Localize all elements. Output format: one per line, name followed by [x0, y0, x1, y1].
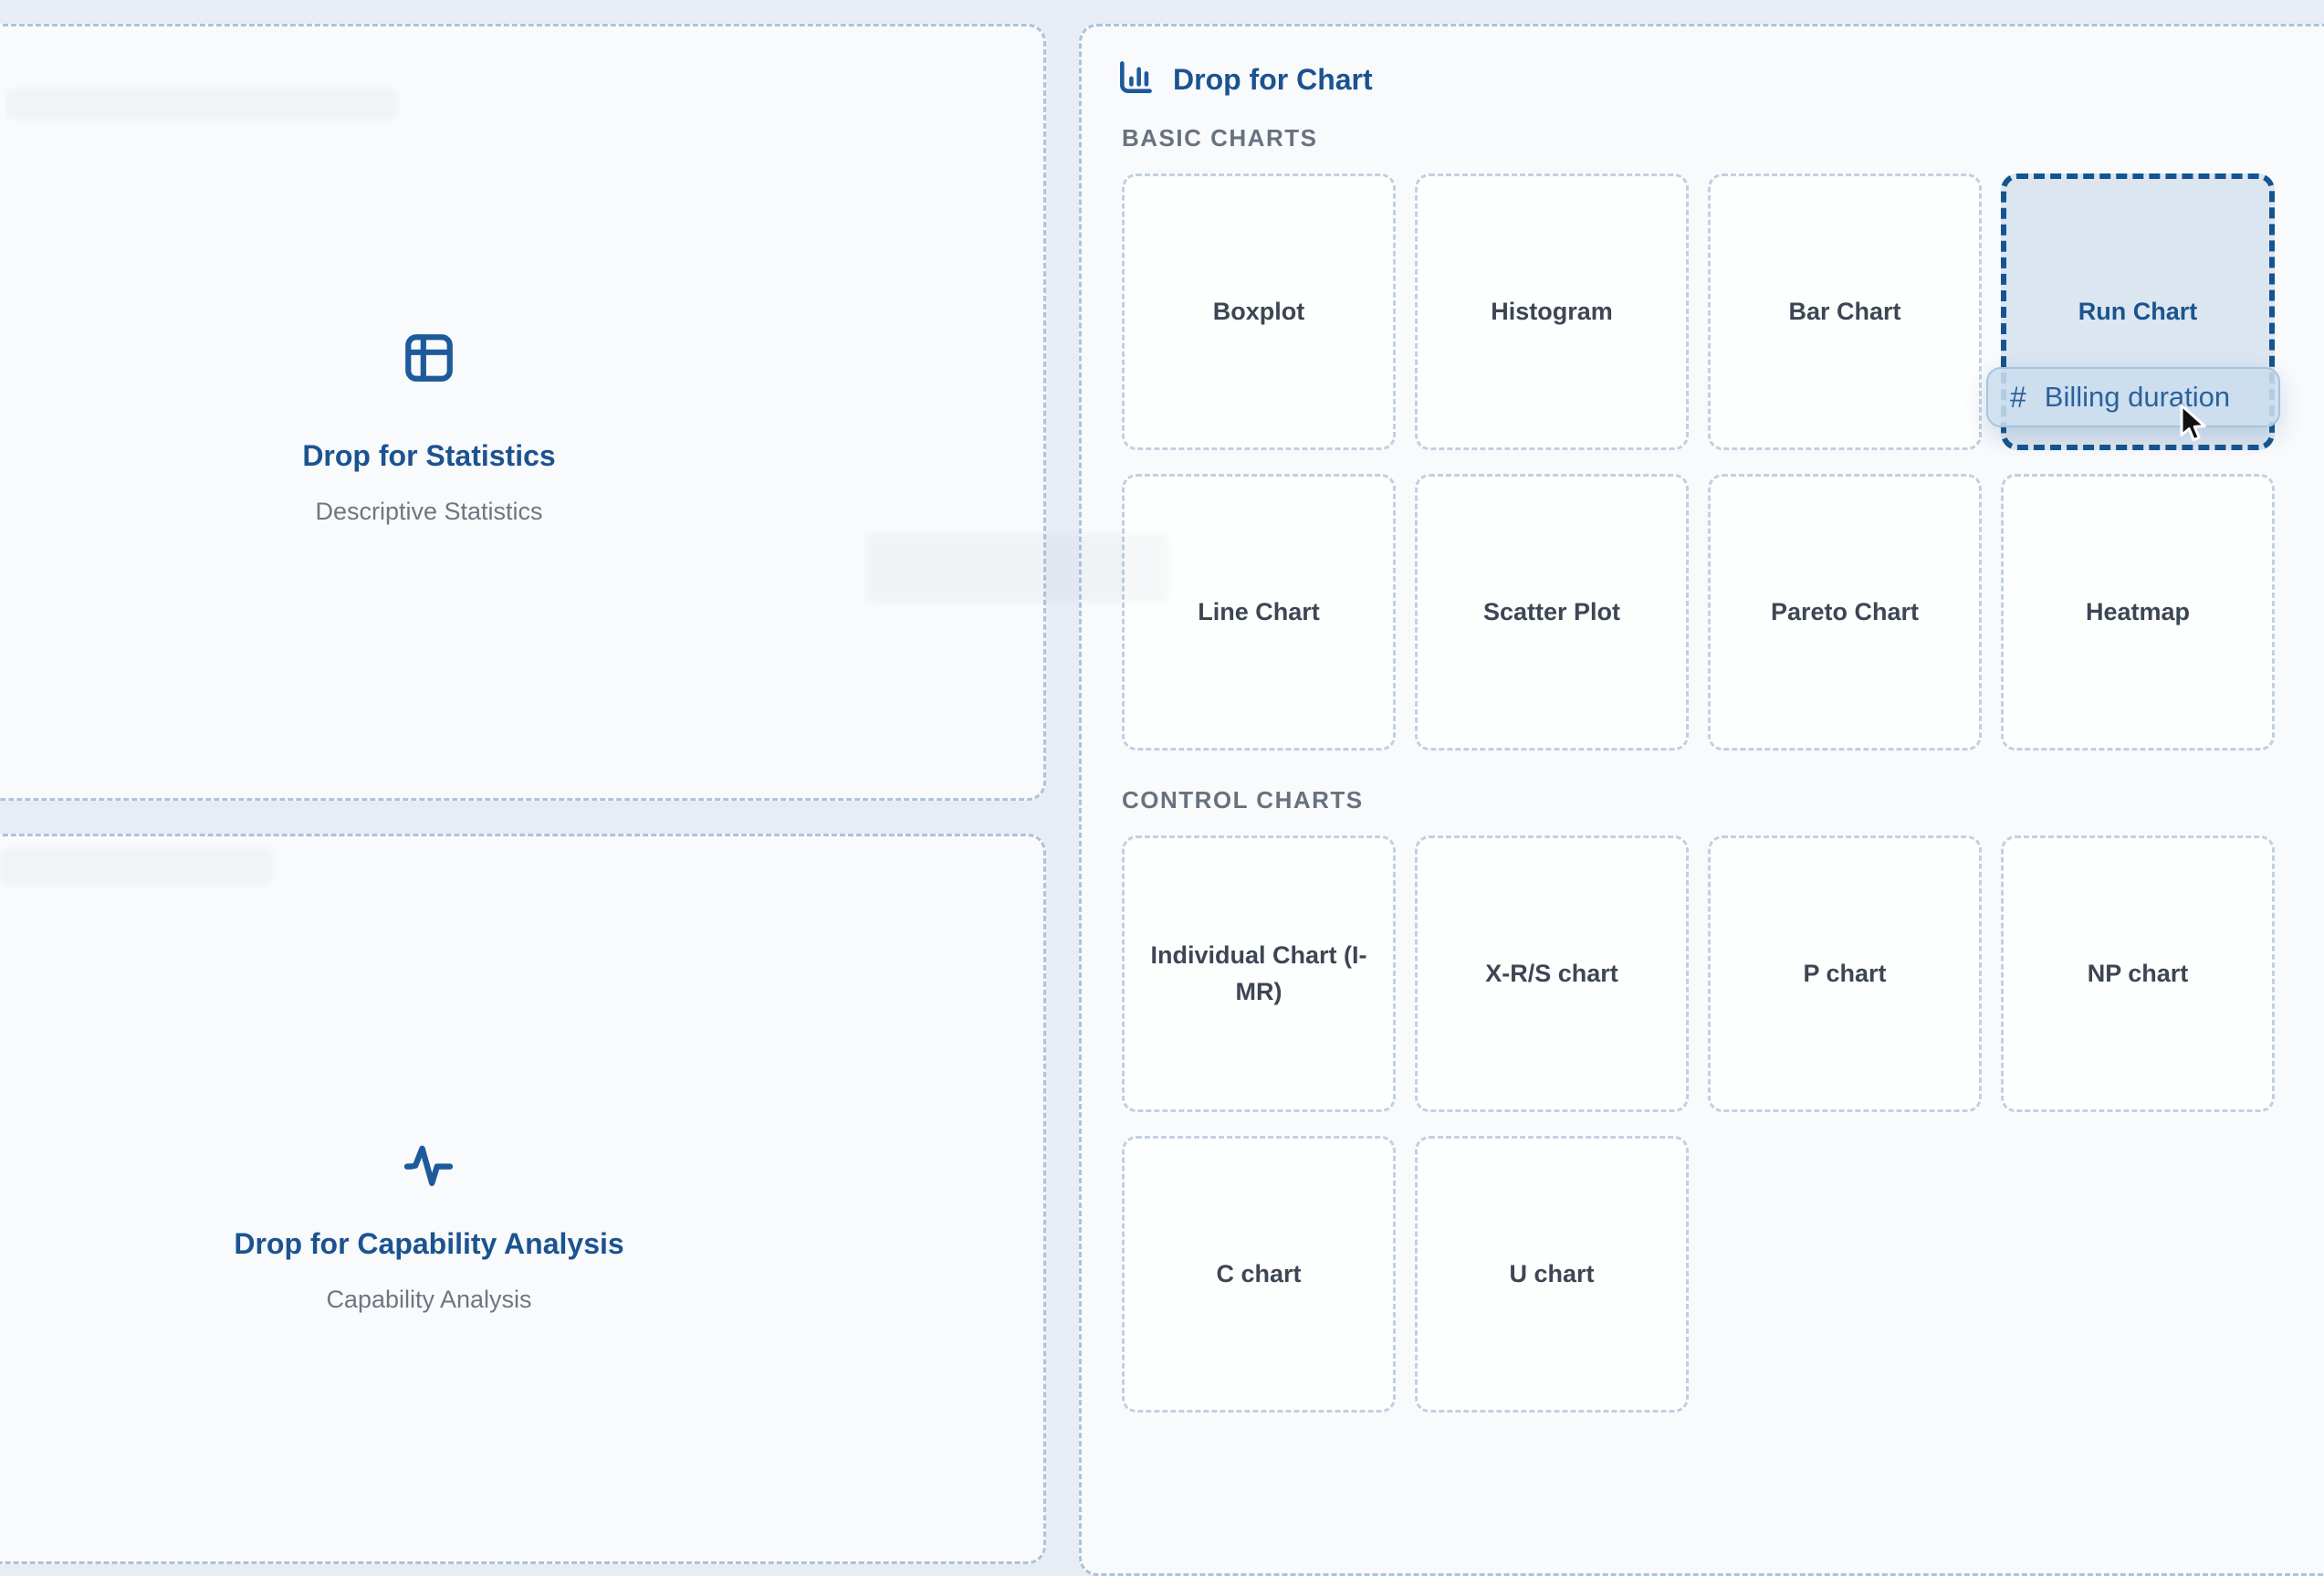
dragged-variable-label: Billing duration — [2044, 381, 2231, 413]
statistics-drop-title: Drop for Statistics — [302, 439, 556, 472]
hash-icon: # — [2010, 380, 2026, 414]
chart-tile-boxplot[interactable]: Boxplot — [1122, 173, 1396, 450]
chart-tile-pareto-chart[interactable]: Pareto Chart — [1708, 474, 1982, 751]
table-icon — [401, 330, 457, 391]
chart-tile-p-chart[interactable]: P chart — [1708, 835, 1982, 1112]
mouse-cursor-icon — [2178, 404, 2213, 448]
chart-drop-zone[interactable]: Drop for Chart BASIC CHARTS Boxplot Hist… — [1079, 24, 2324, 1576]
drag-drop-workspace: Drop for Statistics Descriptive Statisti… — [0, 24, 2324, 1576]
control-charts-section-label: CONTROL CHARTS — [1122, 786, 1364, 814]
chart-tile-np-chart[interactable]: NP chart — [2001, 835, 2275, 1112]
chart-tile-c-chart[interactable]: C chart — [1122, 1136, 1396, 1413]
chart-tile-scatter-plot[interactable]: Scatter Plot — [1415, 474, 1689, 751]
statistics-drop-zone[interactable]: Drop for Statistics Descriptive Statisti… — [0, 24, 1046, 801]
chart-panel-header: Drop for Chart — [1115, 58, 1373, 102]
chart-tile-u-chart[interactable]: U chart — [1415, 1136, 1689, 1413]
dragged-variable-chip[interactable]: # Billing duration — [1986, 367, 2280, 427]
chart-tile-histogram[interactable]: Histogram — [1415, 173, 1689, 450]
chart-tile-individual-chart-imr[interactable]: Individual Chart (I-MR) — [1122, 835, 1396, 1112]
statistics-drop-subtitle: Descriptive Statistics — [315, 498, 543, 525]
bar-chart-icon — [1115, 58, 1157, 102]
chart-tile-heatmap[interactable]: Heatmap — [2001, 474, 2275, 751]
capability-drop-subtitle: Capability Analysis — [326, 1286, 532, 1313]
activity-icon — [400, 1136, 458, 1199]
chart-tile-xrs-chart[interactable]: X-R/S chart — [1415, 835, 1689, 1112]
chart-tile-bar-chart[interactable]: Bar Chart — [1708, 173, 1982, 450]
chart-tile-line-chart[interactable]: Line Chart — [1122, 474, 1396, 751]
capability-drop-title: Drop for Capability Analysis — [234, 1227, 624, 1260]
capability-drop-zone[interactable]: Drop for Capability Analysis Capability … — [0, 834, 1046, 1564]
basic-charts-section-label: BASIC CHARTS — [1122, 124, 1318, 152]
chart-panel-title: Drop for Chart — [1173, 63, 1373, 96]
